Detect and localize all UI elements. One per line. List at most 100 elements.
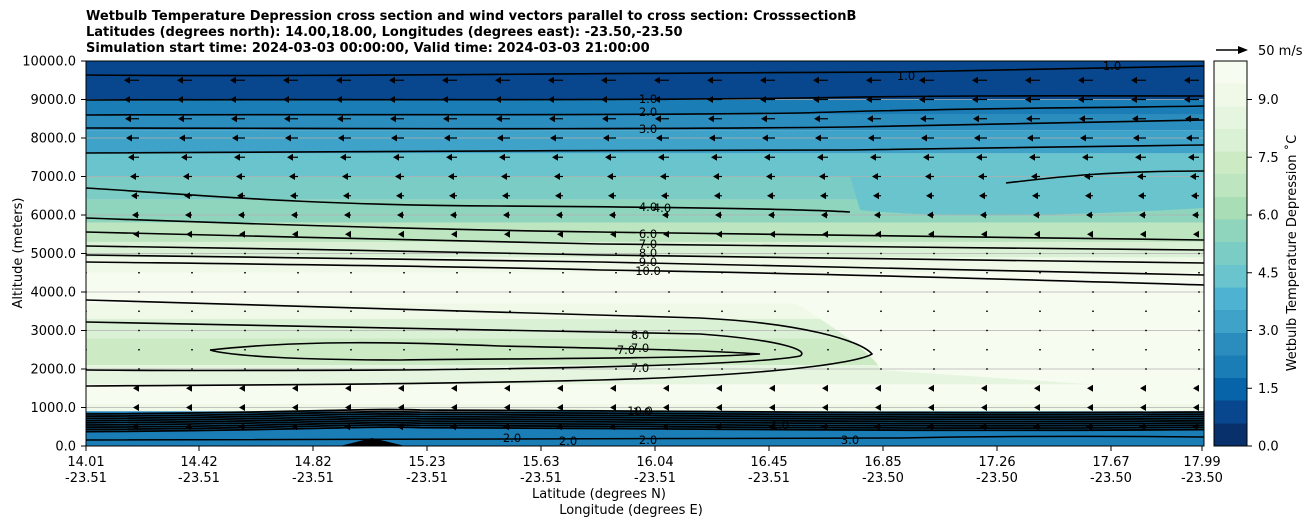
wind-vector xyxy=(403,252,405,255)
wind-vector xyxy=(933,310,935,313)
colorbar-tick-label: 1.5 xyxy=(1258,382,1279,397)
wind-vector-head xyxy=(504,404,510,411)
contour-band xyxy=(790,297,1204,392)
wind-vector-head xyxy=(920,115,926,123)
wind-vector xyxy=(1092,329,1094,332)
wind-vector-head xyxy=(450,211,456,219)
wind-vector xyxy=(880,310,882,313)
wind-vector-head xyxy=(875,404,881,411)
wind-vector-head xyxy=(1080,134,1086,142)
wind-vector-head xyxy=(557,384,563,392)
wind-vector-head xyxy=(662,211,668,219)
wind-vector-head xyxy=(601,76,607,84)
wind-vector xyxy=(1092,368,1094,370)
colorbar-label: Wetbulb Temperature Depression ˚C xyxy=(1284,135,1300,372)
wind-vector xyxy=(1198,271,1200,274)
wind-vector-head xyxy=(1138,192,1144,200)
wind-vector-head xyxy=(237,192,243,200)
wind-vector xyxy=(456,329,458,332)
wind-vector-head xyxy=(231,115,237,123)
wind-vector xyxy=(297,348,299,351)
contour-label: 2.0 xyxy=(503,431,521,445)
wind-vector-head xyxy=(609,423,615,431)
wind-vector xyxy=(1145,271,1147,274)
wind-vector-head xyxy=(292,230,298,238)
wind-vector-head xyxy=(974,134,980,142)
wind-vector-head xyxy=(972,76,978,84)
wind-vector xyxy=(1092,348,1094,351)
wind-vector xyxy=(191,291,193,293)
contour-line xyxy=(86,435,1204,442)
wind-vector-head xyxy=(186,230,192,238)
wind-vector-head xyxy=(183,173,189,180)
x-tick-label-lon: -23.51 xyxy=(520,471,562,486)
wind-vector-head xyxy=(1184,76,1190,84)
wind-vector-head xyxy=(709,134,715,142)
wind-vector-head xyxy=(132,211,138,219)
x-tick-label-lat: 15.23 xyxy=(408,455,445,470)
wind-vector xyxy=(827,271,829,274)
wind-vector-head xyxy=(552,153,558,161)
wind-vector-head xyxy=(822,230,828,238)
wind-vector-head xyxy=(79,423,85,430)
contour-line xyxy=(86,261,1204,286)
wind-vector xyxy=(244,291,246,293)
wind-vector xyxy=(403,348,405,351)
wind-vector xyxy=(774,271,776,274)
wind-vector-head xyxy=(287,153,293,161)
wind-vector-head xyxy=(1185,115,1191,123)
y-tick-label: 9000.0 xyxy=(31,93,77,108)
wind-vector-head xyxy=(502,192,508,200)
wind-vector xyxy=(668,271,670,274)
contour-label: 2.0 xyxy=(559,434,577,448)
wind-vector-head xyxy=(608,192,614,200)
contour-label: 4.0 xyxy=(653,201,671,215)
wind-vector xyxy=(986,252,988,255)
wind-vector-head xyxy=(548,76,554,84)
wind-vector xyxy=(774,368,776,370)
colorbar-bar xyxy=(1213,60,1248,447)
x-tick-label-lat: 15.63 xyxy=(522,455,559,470)
wind-vector xyxy=(721,252,723,255)
wind-vector-head xyxy=(128,153,134,161)
wind-vector-head xyxy=(1139,211,1145,219)
contour-label: 10.0 xyxy=(635,264,661,278)
wind-vector xyxy=(986,348,988,351)
wind-vector-head xyxy=(345,384,351,392)
wind-vector xyxy=(350,348,352,351)
wind-vector-head xyxy=(344,423,350,431)
wind-vector-head xyxy=(926,192,932,200)
wind-vector-head xyxy=(554,173,560,180)
wind-vector xyxy=(562,348,564,351)
wind-vector xyxy=(668,310,670,313)
wind-vector xyxy=(1039,291,1041,293)
x-tick-label-lat: 17.99 xyxy=(1183,455,1220,470)
wind-vector-head xyxy=(981,404,987,411)
wind-vector xyxy=(244,348,246,351)
contour-line xyxy=(209,341,761,361)
wind-vector xyxy=(509,252,511,255)
wind-vector xyxy=(562,368,564,370)
wind-vector-head xyxy=(708,115,714,123)
wind-vector-head xyxy=(927,211,933,219)
wind-vector-head xyxy=(981,384,987,392)
wind-vector-head xyxy=(495,96,501,103)
x-tick-label-lat: 17.67 xyxy=(1092,455,1129,470)
wind-vector xyxy=(880,252,882,255)
wind-vector xyxy=(668,291,670,293)
x-axis-label-lat: Latitude (degrees N) xyxy=(532,487,666,502)
contour-line xyxy=(86,65,1204,77)
wind-vector xyxy=(297,329,299,332)
wind-vector-head xyxy=(980,211,986,219)
colorbar-tick-label: 6.0 xyxy=(1258,209,1279,224)
wind-vector-head xyxy=(284,115,290,123)
contour-label: 1.0 xyxy=(1103,59,1121,73)
wind-vector-head xyxy=(397,211,403,219)
wind-vector-head xyxy=(1078,96,1084,103)
wind-vector xyxy=(297,252,299,255)
wind-vector xyxy=(1092,271,1094,274)
x-tick-label-lat: 17.26 xyxy=(978,455,1015,470)
wind-vector-head xyxy=(1034,404,1040,411)
wind-vector-head xyxy=(178,115,184,123)
wind-vector xyxy=(350,329,352,332)
